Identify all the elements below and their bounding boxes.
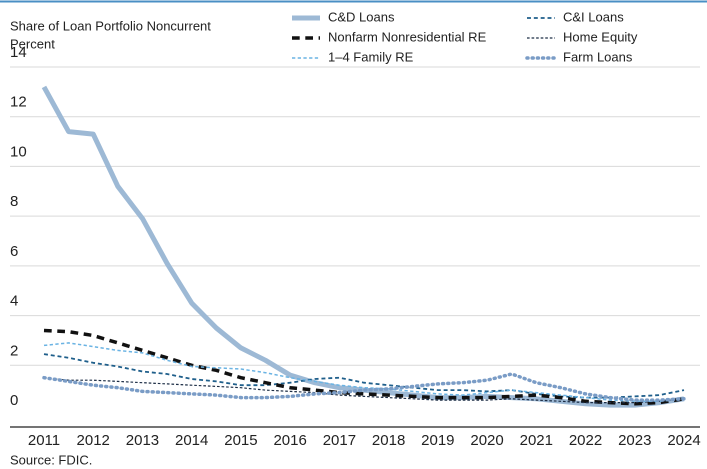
chart-title: Share of Loan Portfolio Noncurrent bbox=[10, 18, 211, 33]
series-line bbox=[42, 372, 686, 402]
legend-label: 1–4 Family RE bbox=[328, 49, 414, 64]
x-tick-label: 2017 bbox=[323, 432, 356, 449]
x-tick-label: 2018 bbox=[372, 432, 405, 449]
y-tick-label: 10 bbox=[10, 143, 27, 160]
x-tick-label: 2021 bbox=[520, 432, 553, 449]
legend-label: C&D Loans bbox=[328, 9, 395, 24]
series-line bbox=[43, 328, 685, 406]
x-tick-label: 2011 bbox=[28, 432, 60, 449]
y-axis-label: Percent bbox=[10, 36, 55, 51]
series-line bbox=[43, 353, 685, 399]
legend-label: Home Equity bbox=[563, 29, 638, 44]
y-tick-label: 6 bbox=[10, 243, 18, 260]
x-tick-label: 2022 bbox=[569, 432, 602, 449]
x-tick-label: 2019 bbox=[421, 432, 454, 449]
x-tick-label: 2020 bbox=[470, 432, 503, 449]
legend-label: Nonfarm Nonresidential RE bbox=[328, 29, 487, 44]
x-tick-label: 2016 bbox=[273, 432, 306, 449]
series-line bbox=[41, 85, 685, 408]
x-tick-label: 2012 bbox=[77, 432, 110, 449]
series-line bbox=[43, 342, 685, 403]
legend-label: Farm Loans bbox=[563, 49, 633, 64]
y-tick-label: 14 bbox=[10, 44, 27, 61]
x-tick-label: 2013 bbox=[126, 432, 159, 449]
x-tick-label: 2023 bbox=[618, 432, 651, 449]
y-tick-label: 2 bbox=[10, 342, 18, 359]
x-tick-label: 2024 bbox=[667, 432, 700, 449]
y-tick-label: 8 bbox=[10, 193, 18, 210]
y-tick-label: 0 bbox=[10, 392, 18, 409]
y-tick-label: 4 bbox=[10, 293, 18, 310]
source: Source: FDIC. bbox=[10, 452, 92, 467]
legend-label: C&I Loans bbox=[563, 9, 624, 24]
x-tick-label: 2014 bbox=[175, 432, 208, 449]
series-line bbox=[43, 377, 685, 404]
x-tick-label: 2015 bbox=[224, 432, 257, 449]
y-tick-label: 12 bbox=[10, 94, 27, 111]
